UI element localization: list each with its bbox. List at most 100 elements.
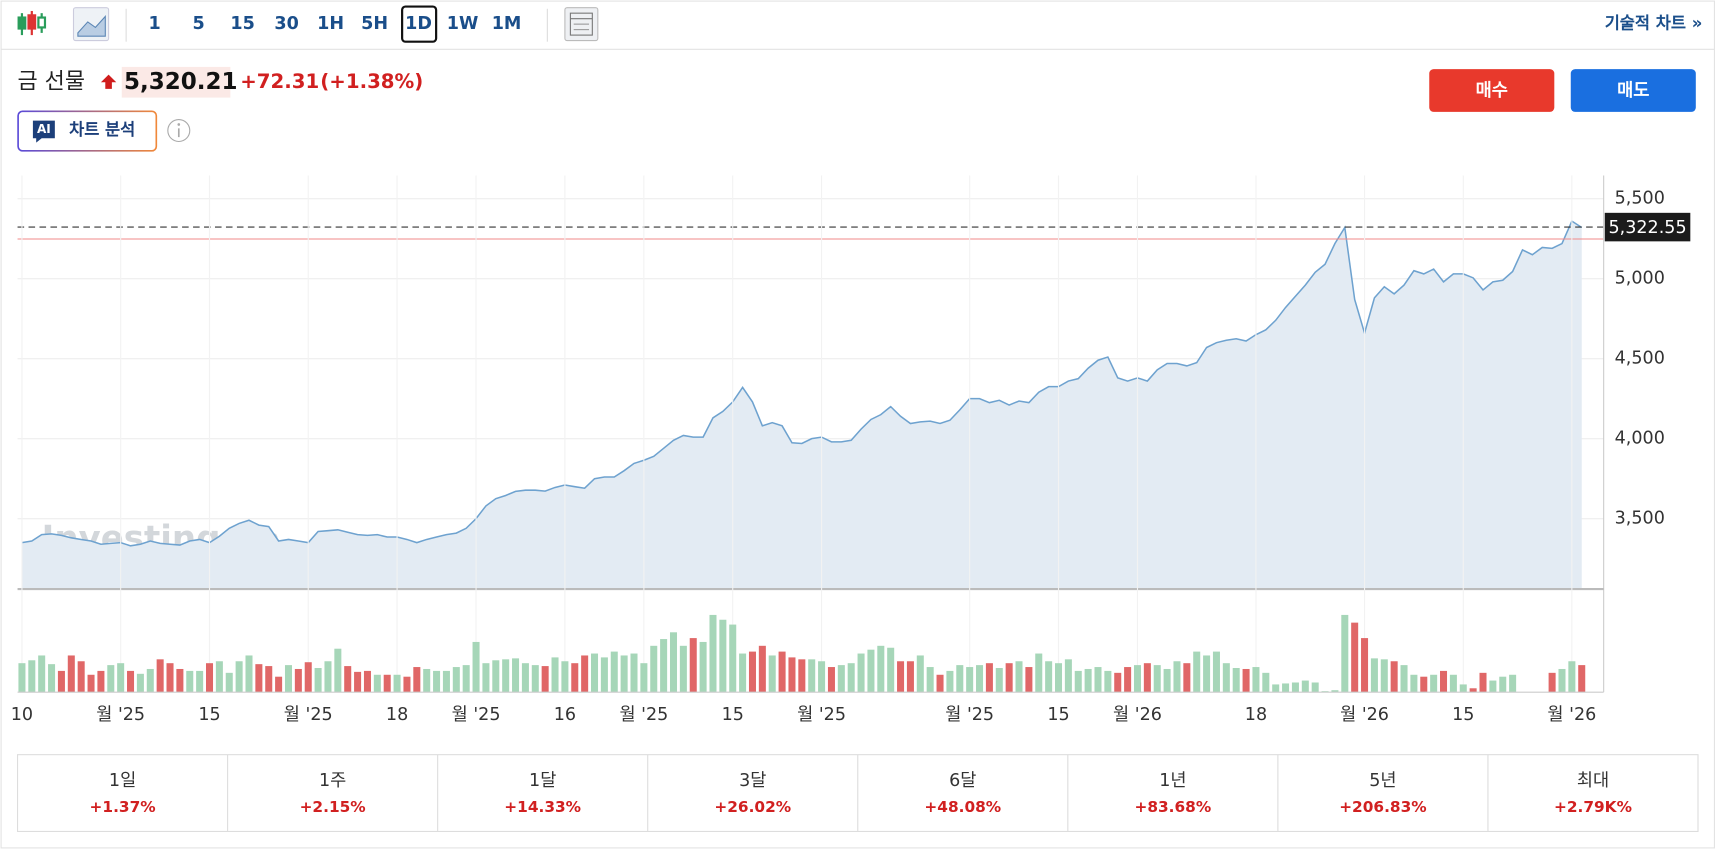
sell-button[interactable]: 매도 bbox=[1570, 69, 1696, 112]
period-label: 1달 bbox=[529, 771, 556, 791]
volume-bar bbox=[1242, 668, 1250, 693]
volume-bar bbox=[1449, 674, 1457, 693]
volume-bar bbox=[1390, 661, 1398, 693]
volume-bar bbox=[275, 676, 283, 693]
volume-bar bbox=[531, 665, 539, 693]
volume-bar bbox=[610, 651, 618, 693]
active-interval-box bbox=[401, 5, 438, 43]
volume-bar bbox=[245, 655, 253, 693]
volume-bar bbox=[818, 661, 826, 693]
volume-bar bbox=[729, 624, 737, 693]
volume-bar bbox=[215, 661, 223, 693]
volume-bar bbox=[1015, 661, 1023, 693]
volume-bar bbox=[304, 662, 312, 693]
y-tick-label: 5,500 bbox=[1615, 189, 1665, 209]
x-tick-label: 15 bbox=[722, 705, 744, 725]
up-arrow bbox=[100, 74, 117, 89]
interval[interactable]: 15 bbox=[230, 14, 254, 34]
volume-bar bbox=[166, 663, 174, 693]
period-table: 1일 +1.37% 1주 +2.15% 1달 +14.33% 3달 +26.02% 6달 +48.… bbox=[17, 754, 1699, 832]
ai-button[interactable]: AI 차트 분석 bbox=[17, 110, 158, 152]
buy-button[interactable]: 매수 bbox=[1429, 69, 1555, 112]
interval[interactable]: 1M bbox=[492, 14, 522, 34]
layout-icon[interactable] bbox=[564, 7, 599, 42]
volume-bar bbox=[442, 670, 450, 693]
volume-bar bbox=[600, 657, 608, 693]
volume-bar bbox=[867, 649, 875, 693]
volume-bar bbox=[354, 671, 362, 693]
technical-chart-link[interactable]: 기술적 차트 » bbox=[1605, 14, 1703, 33]
volume-bar bbox=[995, 668, 1003, 693]
volume-bar bbox=[1459, 684, 1467, 693]
x-tick-label: 월 '25 bbox=[945, 705, 994, 725]
period-change: +26.02% bbox=[714, 798, 791, 816]
interval[interactable]: 30 bbox=[274, 14, 298, 34]
y-tick-label: 4,000 bbox=[1615, 429, 1665, 449]
x-tick-label: 월 '26 bbox=[1113, 705, 1162, 725]
x-tick-label: 월 '25 bbox=[797, 705, 846, 725]
volume-bar bbox=[393, 674, 401, 693]
volume-bar bbox=[936, 674, 944, 693]
volume-bar bbox=[976, 665, 984, 693]
volume-bar bbox=[561, 661, 569, 693]
volume-bar bbox=[1212, 651, 1220, 693]
volume-bar bbox=[956, 665, 964, 693]
x-tick-label: 15 bbox=[198, 705, 220, 725]
volume-bar bbox=[827, 667, 835, 693]
volume-bar bbox=[186, 670, 194, 693]
volume-bar bbox=[225, 672, 233, 693]
volume-bar bbox=[857, 653, 865, 693]
volume-bar bbox=[1133, 665, 1141, 693]
volume-bar bbox=[1578, 665, 1586, 693]
y-tick-label: 3,500 bbox=[1615, 509, 1665, 529]
period-change: +2.79K% bbox=[1554, 798, 1632, 816]
volume-bar bbox=[77, 661, 85, 693]
period-change: +206.83% bbox=[1339, 798, 1426, 816]
interval[interactable]: 1D bbox=[405, 14, 432, 34]
volume-bar bbox=[117, 663, 125, 693]
area-icon[interactable] bbox=[72, 7, 110, 42]
period-label: 3달 bbox=[739, 771, 766, 791]
volume-bar bbox=[571, 663, 579, 693]
volume-bar bbox=[1173, 661, 1181, 693]
volume-bar bbox=[798, 659, 806, 693]
interval[interactable]: 1 bbox=[149, 14, 161, 34]
volume-bar bbox=[1005, 663, 1013, 693]
volume-bar bbox=[334, 648, 342, 693]
last-price-tag bbox=[1604, 212, 1691, 242]
volume-bar bbox=[946, 670, 954, 693]
volume-bar bbox=[689, 638, 697, 693]
volume-bar bbox=[67, 655, 75, 693]
volume-bar bbox=[966, 667, 974, 693]
interval[interactable]: 1W bbox=[447, 14, 479, 34]
period-label: 1년 bbox=[1159, 771, 1186, 791]
x-tick-label: 월 '25 bbox=[452, 705, 501, 725]
candle-icon[interactable] bbox=[17, 10, 47, 36]
interval[interactable]: 5 bbox=[193, 14, 205, 34]
volume-bar bbox=[630, 653, 638, 693]
volume-bar bbox=[1558, 668, 1566, 693]
interval[interactable]: 5H bbox=[361, 14, 388, 34]
volume-bar bbox=[640, 663, 648, 693]
volume-bar bbox=[837, 665, 845, 693]
volume-bar bbox=[1509, 674, 1517, 693]
volume-bar bbox=[1489, 680, 1497, 693]
volume-bar bbox=[758, 645, 766, 693]
volume-bar bbox=[887, 647, 895, 693]
info-icon[interactable] bbox=[167, 119, 191, 143]
volume-bar bbox=[1400, 665, 1408, 693]
volume-bar bbox=[1469, 688, 1477, 693]
volume-bar bbox=[1035, 653, 1043, 693]
volume-bar bbox=[255, 664, 263, 693]
x-tick-label: 15 bbox=[1452, 705, 1474, 725]
price-highlight bbox=[121, 66, 231, 98]
volume-bar bbox=[176, 668, 184, 693]
period-change: +48.08% bbox=[924, 798, 1001, 816]
volume-bar bbox=[97, 670, 105, 693]
interval[interactable]: 1H bbox=[317, 14, 344, 34]
volume-bar bbox=[1232, 668, 1240, 693]
volume-bar bbox=[916, 655, 924, 693]
sell-label: 매도 bbox=[1617, 81, 1649, 101]
period-label: 6달 bbox=[949, 771, 976, 791]
